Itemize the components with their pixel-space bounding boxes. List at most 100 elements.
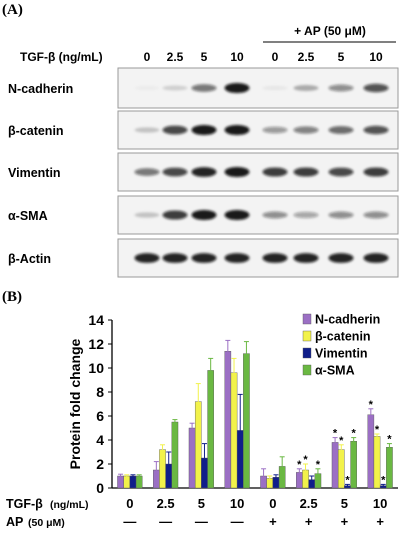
blot-row: β-catenin	[8, 110, 399, 150]
significance-star: *	[297, 459, 302, 471]
lane-label: 2.5	[167, 50, 184, 64]
legend-label: N-cadherin	[315, 313, 380, 327]
lane-label: 10	[369, 50, 383, 64]
legend-label: β-catenin	[315, 330, 371, 344]
ap-sign: —	[231, 514, 244, 529]
blot-band	[363, 83, 389, 93]
y-axis-label: Protein fold change	[67, 338, 83, 469]
blot-band	[134, 168, 160, 176]
blot-band	[162, 253, 188, 263]
bar	[243, 353, 250, 489]
tgf-row-label: TGF-β	[6, 497, 43, 511]
blot-band	[224, 209, 250, 221]
blot-band	[328, 126, 354, 134]
protein-label: β-Actin	[8, 252, 51, 266]
blot-band	[134, 212, 160, 218]
blot-band	[162, 167, 188, 177]
lane-label: 0	[144, 50, 151, 64]
blot-band	[293, 126, 319, 134]
bar	[135, 475, 143, 489]
bar	[159, 449, 166, 489]
western-blot-figure: + AP (50 μM) TGF-β (ng/mL) 0 2.5 5 10 0 2.5 5 1…	[8, 24, 399, 278]
significance-star: *	[333, 428, 338, 440]
y-tick-label: 6	[96, 408, 104, 424]
blot-band	[363, 211, 389, 219]
x-tick-label: 5	[341, 496, 348, 511]
bar	[123, 475, 131, 489]
significance-star: *	[375, 424, 380, 436]
blot-band	[262, 126, 288, 134]
blot-band	[328, 167, 354, 177]
blot-band	[134, 127, 160, 133]
blot-band	[293, 167, 319, 177]
protein-label: β-catenin	[8, 124, 64, 138]
significance-star: *	[369, 399, 374, 411]
ap-sign: +	[376, 514, 384, 529]
bar	[207, 370, 214, 489]
blot-band	[224, 166, 250, 178]
series: ***	[135, 341, 393, 489]
lane-label: 0	[272, 50, 279, 64]
blot-band	[262, 167, 288, 177]
blot-band	[363, 253, 389, 263]
significance-star: *	[381, 474, 386, 486]
x-tick-label: 5	[198, 496, 205, 511]
x-tick-label: 10	[373, 496, 387, 511]
legend-label: Vimentin	[315, 347, 368, 361]
blot-band	[224, 124, 250, 136]
significance-star: *	[345, 474, 350, 486]
legend-label: α-SMA	[315, 364, 355, 378]
blot-band	[224, 253, 250, 263]
x-tick-label: 0	[269, 496, 276, 511]
lane-label: 10	[230, 50, 244, 64]
ap-header: + AP (50 μM)	[294, 24, 366, 38]
legend-swatch	[302, 364, 312, 376]
blot-band	[162, 85, 188, 91]
significance-star: *	[387, 434, 392, 446]
ap-sign: —	[159, 514, 172, 529]
blot-band	[191, 84, 217, 92]
x-tick-label: 10	[230, 496, 244, 511]
significance-star: *	[339, 435, 344, 447]
blot-band	[224, 82, 250, 94]
blot-band	[191, 253, 217, 263]
bar	[230, 372, 238, 489]
y-tick-label: 10	[88, 360, 104, 376]
y-tick-label: 12	[88, 336, 104, 352]
blot-band	[363, 125, 389, 135]
bar	[188, 427, 196, 489]
significance-star: *	[303, 454, 308, 466]
x-tick-label: 2.5	[157, 496, 175, 511]
ap-sign: —	[195, 514, 208, 529]
blot-band	[293, 85, 319, 91]
blot-band	[162, 125, 188, 135]
panel-b-label: (B)	[2, 289, 22, 305]
blot-row: Vimentin	[8, 152, 399, 192]
lane-label: 5	[338, 50, 345, 64]
blot-band	[293, 211, 319, 219]
lane-label: 2.5	[298, 50, 315, 64]
y-tick-label: 0	[96, 480, 104, 496]
blot-band	[293, 253, 319, 263]
bar	[129, 475, 137, 489]
lane-label: 5	[201, 50, 208, 64]
blot-band	[162, 210, 188, 220]
tgf-row-unit: (ng/mL)	[50, 499, 89, 511]
bar	[350, 441, 357, 489]
bar	[367, 414, 375, 489]
y-tick-label: 8	[96, 384, 104, 400]
y-tick-label: 14	[88, 312, 104, 328]
blot-band	[262, 211, 288, 219]
significance-star: *	[352, 428, 357, 440]
ap-row-label: AP	[6, 515, 23, 529]
bar	[373, 436, 381, 489]
y-tick-label: 2	[96, 456, 104, 472]
series: ***	[123, 357, 381, 489]
blot-band	[363, 167, 389, 177]
ap-sign: —	[123, 514, 136, 529]
protein-label: α-SMA	[8, 209, 48, 223]
protein-label: Vimentin	[8, 166, 61, 180]
x-tick-label: 0	[126, 496, 133, 511]
tgf-header: TGF-β (ng/mL)	[20, 50, 103, 64]
